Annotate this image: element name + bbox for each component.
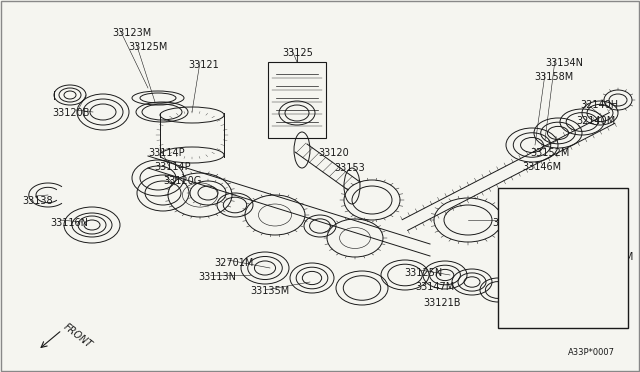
Text: 33147M: 33147M: [415, 282, 454, 292]
Text: 33120: 33120: [318, 148, 349, 158]
Text: FRONT: FRONT: [62, 322, 94, 350]
Text: A33P*0007: A33P*0007: [568, 348, 615, 357]
Text: 33146M: 33146M: [522, 162, 561, 172]
Text: 33114P: 33114P: [148, 148, 184, 158]
Text: 33157M: 33157M: [594, 252, 634, 262]
Bar: [498, 188, 628, 328]
Text: 32701M: 32701M: [214, 258, 253, 268]
Text: 32140Q: 32140Q: [550, 296, 588, 306]
Text: 33125: 33125: [282, 48, 313, 58]
Text: 32140M: 32140M: [576, 116, 615, 126]
Text: 33125M: 33125M: [128, 42, 168, 52]
Text: 33158M: 33158M: [534, 72, 573, 82]
Text: 33138: 33138: [22, 196, 52, 206]
Text: 33153: 33153: [334, 163, 365, 173]
Text: 33127: 33127: [492, 218, 523, 228]
Bar: [268, 62, 326, 138]
Text: 33134N: 33134N: [545, 58, 583, 68]
Text: 33120B: 33120B: [52, 108, 90, 118]
Text: 33121: 33121: [188, 60, 219, 70]
Text: 33123M: 33123M: [112, 28, 151, 38]
Text: 33152M: 33152M: [530, 148, 570, 158]
Text: 38214M: 38214M: [554, 210, 593, 220]
Text: 33121B: 33121B: [423, 298, 461, 308]
Text: 33114P: 33114P: [154, 162, 191, 172]
Text: 33113N: 33113N: [198, 272, 236, 282]
Text: 33125N: 33125N: [404, 268, 442, 278]
Text: 33116N: 33116N: [50, 218, 88, 228]
Text: 33120G: 33120G: [163, 176, 201, 186]
Text: 33135M: 33135M: [250, 286, 289, 296]
Text: 32140H: 32140H: [580, 100, 618, 110]
